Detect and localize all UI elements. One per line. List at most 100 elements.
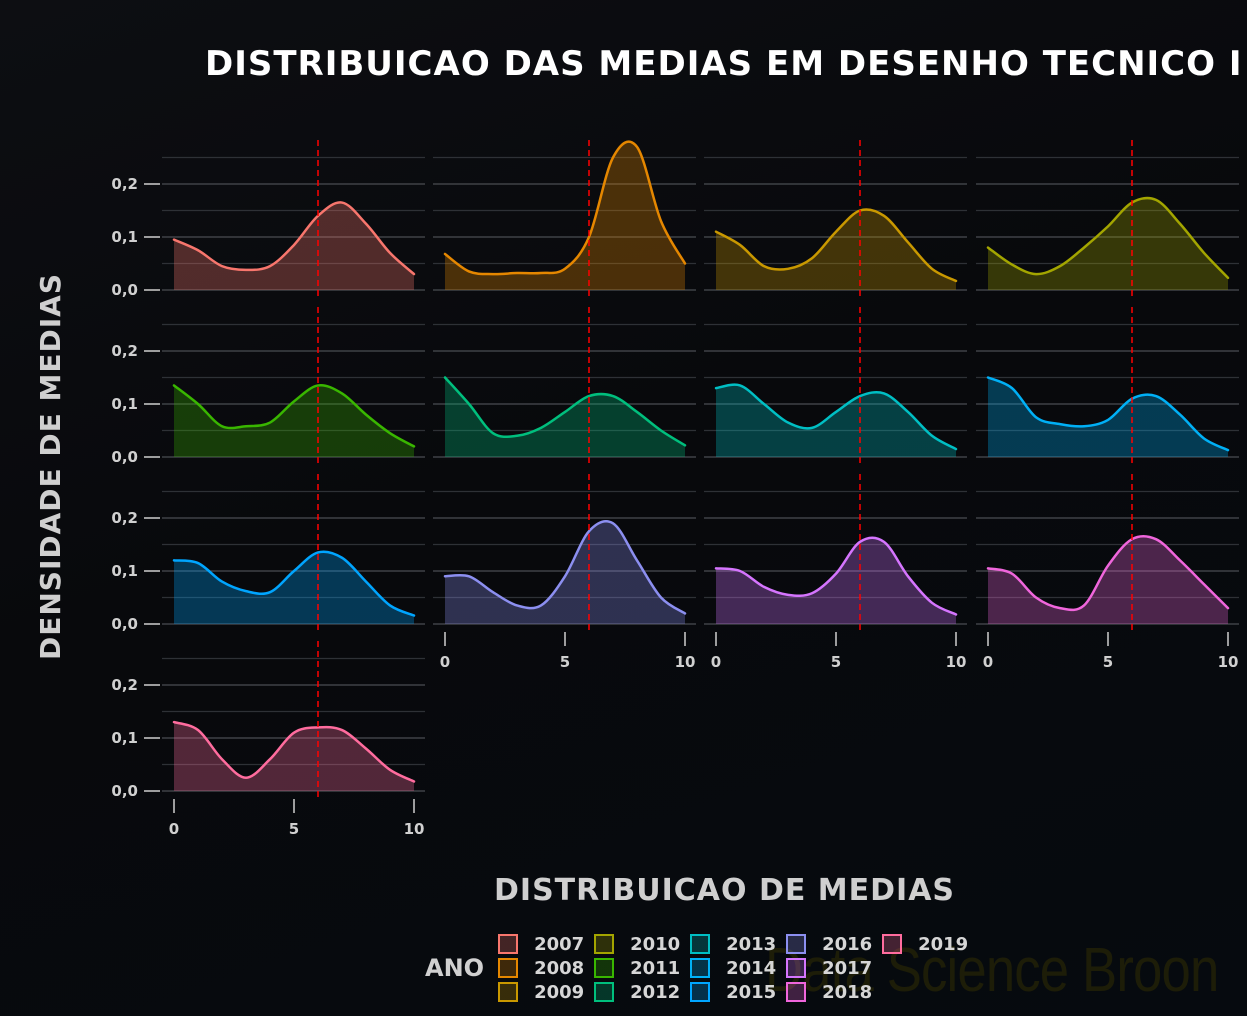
legend-label: 2019 <box>918 933 969 955</box>
chart-title: DISTRIBUICAO DAS MEDIAS EM DESENHO TECNI… <box>205 44 1243 84</box>
y-tick-label: 0,1 <box>111 395 138 413</box>
legend-swatch <box>498 934 519 954</box>
legend-item-2013: 2013 <box>690 932 786 956</box>
density-line <box>986 534 1230 612</box>
x-tick-label: 5 <box>1103 653 1113 671</box>
density-line <box>986 376 1230 452</box>
density-area <box>445 521 685 624</box>
x-tick-label: 5 <box>560 653 570 671</box>
legend-swatch <box>498 958 519 978</box>
legend-item-2010: 2010 <box>594 932 690 956</box>
legend-item-2015: 2015 <box>690 980 786 1004</box>
legend-title: ANO <box>425 954 485 982</box>
legend-label: 2010 <box>630 933 681 955</box>
density-line <box>986 196 1230 280</box>
x-tick-label: 0 <box>983 653 993 671</box>
legend-swatch <box>690 982 711 1002</box>
x-tick-label: 0 <box>440 653 450 671</box>
x-tick-label: 0 <box>169 820 179 838</box>
legend-item-2012: 2012 <box>594 980 690 1004</box>
density-area <box>988 377 1228 457</box>
density-line <box>443 376 687 447</box>
density-area <box>174 551 414 624</box>
density-area <box>716 209 956 290</box>
density-area <box>174 385 414 457</box>
y-tick-label: 0,2 <box>111 509 138 527</box>
x-tick-label: 10 <box>946 653 967 671</box>
legend-label: 2011 <box>630 957 681 979</box>
density-area <box>445 377 685 457</box>
legend-label: 2014 <box>726 957 777 979</box>
density-line <box>714 383 958 451</box>
facet-panel-2019: 0,0 0,1 0,2 0 5 10 <box>111 641 425 838</box>
density-line <box>714 208 958 283</box>
y-tick-label: 0,2 <box>111 175 138 193</box>
legend: ANO 2007 2008 2009 2010 2011 2012 2013 2014 2015… <box>425 932 978 1004</box>
legend-label: 2018 <box>822 981 873 1003</box>
legend-item-2014: 2014 <box>690 956 786 980</box>
legend-label: 2016 <box>822 933 873 955</box>
y-tick-label: 0,1 <box>111 562 138 580</box>
facet-panel-2009 <box>704 140 967 298</box>
density-line <box>172 720 416 783</box>
facet-panel-2010 <box>976 140 1239 298</box>
x-axis-title: DISTRIBUICAO DE MEDIAS <box>494 873 956 908</box>
facet-panel-2007: 0,0 0,1 0,2 <box>111 140 425 299</box>
facet-panel-2016: 0 5 10 <box>433 474 696 671</box>
x-tick-label: 10 <box>404 820 425 838</box>
y-tick-label: 0,0 <box>111 281 138 299</box>
density-line <box>714 536 958 616</box>
density-area <box>716 537 956 624</box>
legend-item-2016: 2016 <box>786 932 882 956</box>
legend-swatch <box>498 982 519 1002</box>
y-tick-label: 0,0 <box>111 782 138 800</box>
legend-swatch <box>786 958 807 978</box>
legend-label: 2012 <box>630 981 681 1003</box>
facet-panel-2017: 0 5 10 <box>704 474 967 671</box>
density-line <box>172 201 416 276</box>
density-line <box>172 383 416 448</box>
y-tick-label: 0,2 <box>111 342 138 360</box>
density-line <box>443 520 687 615</box>
facet-panel-2014 <box>976 307 1239 465</box>
y-tick-label: 0,1 <box>111 228 138 246</box>
density-area <box>716 384 956 457</box>
facet-panel-2015: 0,0 0,1 0,2 <box>111 474 425 633</box>
watermark: Data Science Broon <box>765 936 1219 1005</box>
x-tick-label: 5 <box>831 653 841 671</box>
legend-swatch <box>786 934 807 954</box>
legend-label: 2015 <box>726 981 777 1003</box>
legend-item-2018: 2018 <box>786 980 882 1004</box>
legend-swatch <box>594 934 615 954</box>
facet-panel-2012 <box>433 307 696 465</box>
legend-item-2019: 2019 <box>882 932 978 956</box>
legend-swatch <box>882 934 903 954</box>
y-tick-label: 0,2 <box>111 676 138 694</box>
facet-panel-2011: 0,0 0,1 0,2 <box>111 307 425 466</box>
y-tick-label: 0,0 <box>111 448 138 466</box>
legend-label: 2017 <box>822 957 873 979</box>
legend-swatch <box>786 982 807 1002</box>
legend-item-2017: 2017 <box>786 956 882 980</box>
density-line <box>172 550 416 617</box>
legend-swatch <box>690 934 711 954</box>
legend-swatch <box>594 982 615 1002</box>
legend-item-2008: 2008 <box>498 956 594 980</box>
legend-swatch <box>690 958 711 978</box>
legend-item-2007: 2007 <box>498 932 594 956</box>
density-line <box>443 140 687 276</box>
x-tick-label: 0 <box>711 653 721 671</box>
facet-panel-2018: 0 5 10 <box>976 474 1239 671</box>
x-tick-label: 10 <box>675 653 696 671</box>
legend-label: 2008 <box>534 957 585 979</box>
density-area <box>988 536 1228 624</box>
y-tick-label: 0,1 <box>111 729 138 747</box>
density-area <box>988 198 1228 290</box>
legend-label: 2007 <box>534 933 585 955</box>
legend-item-2009: 2009 <box>498 980 594 1004</box>
facet-panel-2013 <box>704 307 967 465</box>
legend-items: 2007 2008 2009 2010 2011 2012 2013 2014 2015 2016… <box>498 932 978 1004</box>
x-tick-label: 10 <box>1218 653 1239 671</box>
